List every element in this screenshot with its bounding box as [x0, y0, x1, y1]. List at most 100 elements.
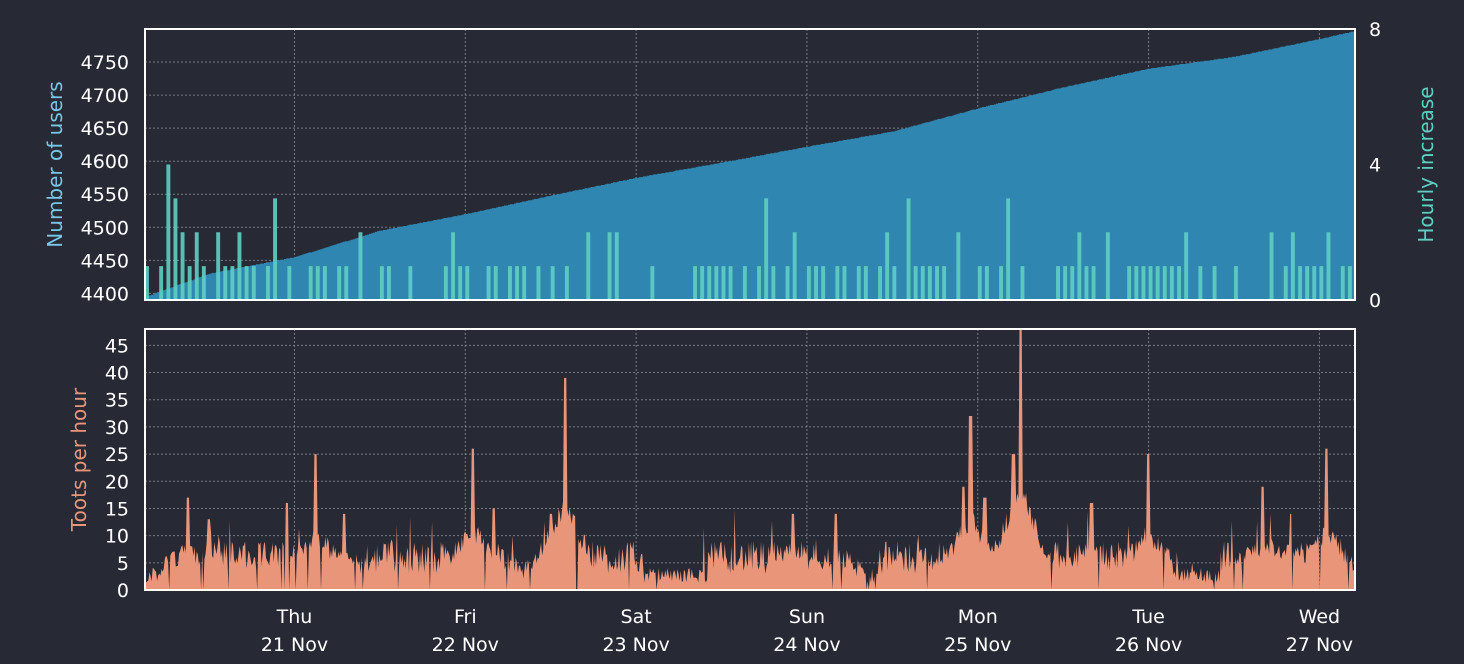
hourly-increase-bar: [742, 266, 747, 301]
users-y-tick-label: 4500: [81, 217, 129, 239]
hourly-increase-bar: [251, 266, 256, 301]
toots-y-tick-label: 30: [105, 417, 129, 439]
hourly-increase-bar: [913, 266, 918, 301]
hourly-increase-bar: [1020, 266, 1025, 301]
hourly-increase-bar: [693, 266, 698, 301]
hourly-increase-bar: [1063, 266, 1068, 301]
hourly-increase-bar: [536, 266, 541, 301]
toots-y-tick-label: 10: [105, 526, 129, 548]
x-tick-date-label: 25 Nov: [944, 634, 1011, 656]
toots-y-tick-label: 40: [105, 363, 129, 385]
hourly-increase-bar: [1212, 266, 1217, 301]
users-y-tick-label: 4650: [81, 118, 129, 140]
toots-panel: 0 5 10 15 20 25 30 35 40 45 Toots per hour: [67, 328, 1356, 602]
toots-plot-frame: [144, 328, 1356, 591]
hourly-increase-bar: [145, 266, 149, 301]
hourly-increase-bar: [714, 266, 719, 301]
users-y-tick-label: 4550: [81, 184, 129, 206]
toots-y-tick-label: 45: [105, 335, 129, 357]
hourly-increase-bar: [337, 266, 342, 301]
hourly-increase-bar: [906, 198, 911, 300]
hourly-increase-bar: [408, 266, 413, 301]
hourly-y-tick-label: 8: [1369, 19, 1381, 41]
hourly-increase-bar: [999, 266, 1004, 301]
hourly-y-tick-label: 0: [1369, 290, 1381, 312]
toots-y-tick-label: 35: [105, 390, 129, 412]
hourly-increase-bar: [707, 266, 712, 301]
hourly-increase-bar: [216, 232, 221, 301]
hourly-increase-bar: [173, 198, 178, 300]
hourly-increase-bar: [166, 164, 171, 300]
hourly-increase-bar: [287, 266, 292, 301]
hourly-increase-bar: [757, 266, 762, 301]
hourly-increase-bar: [771, 266, 776, 301]
hourly-increase-bar: [201, 266, 206, 301]
users-area-series: [145, 31, 1355, 300]
hourly-increase-bar: [458, 266, 463, 301]
hourly-increase-bar: [1198, 266, 1203, 301]
hourly-increase-bar: [1084, 266, 1089, 301]
users-y-axis-label: Number of users: [43, 81, 67, 247]
hourly-increase-bar: [187, 266, 192, 301]
hourly-increase-bar: [835, 266, 840, 301]
hourly-increase-bar: [1091, 266, 1096, 301]
hourly-y-axis-label: Hourly increase: [1414, 86, 1438, 242]
hourly-increase-bar: [1127, 266, 1132, 301]
x-tick-date-label: 23 Nov: [602, 634, 669, 656]
hourly-increase-bar: [315, 266, 320, 301]
hourly-increase-bar: [515, 266, 520, 301]
hourly-increase-bar: [508, 266, 512, 301]
hourly-increase-bar: [1077, 232, 1082, 301]
hourly-increase-bar: [308, 266, 313, 301]
hourly-increase-bar: [230, 266, 235, 301]
hourly-increase-bar: [1134, 266, 1139, 301]
hourly-increase-bar: [223, 266, 228, 301]
hourly-increase-bar: [1234, 266, 1238, 301]
hourly-increase-bar: [1347, 266, 1352, 301]
hourly-increase-bar: [806, 266, 811, 301]
hourly-increase-bar: [1177, 266, 1182, 301]
hourly-increase-bar: [451, 232, 456, 301]
hourly-increase-bar: [1326, 232, 1331, 301]
hourly-increase-bar: [785, 266, 790, 301]
hourly-increase-bar: [1162, 266, 1167, 301]
hourly-increase-bar: [1305, 266, 1310, 301]
toots-y-tick-label: 20: [105, 471, 129, 493]
hourly-increase-bar: [1298, 266, 1303, 301]
hourly-increase-bar: [920, 266, 925, 301]
hourly-increase-bar: [935, 266, 940, 301]
hourly-increase-bar: [1056, 266, 1061, 301]
hourly-increase-bar: [358, 232, 363, 301]
x-tick-date-label: 22 Nov: [432, 634, 499, 656]
hourly-increase-bar: [180, 232, 185, 301]
hourly-increase-bar: [856, 266, 861, 301]
users-y-tick-label: 4600: [81, 151, 129, 173]
hourly-increase-bar: [1283, 266, 1288, 301]
hourly-increase-bar: [1148, 266, 1153, 301]
x-tick-date-label: 26 Nov: [1115, 634, 1182, 656]
hourly-increase-bar: [700, 266, 705, 301]
hourly-increase-bar: [885, 232, 890, 301]
users-y-tick-label: 4700: [81, 85, 129, 107]
users-plot-frame: [144, 28, 1356, 301]
x-tick-day-label: Sat: [621, 606, 652, 628]
hourly-increase-bar: [977, 266, 982, 301]
hourly-increase-bar: [814, 266, 819, 301]
x-tick-date-label: 24 Nov: [773, 634, 840, 656]
hourly-increase-bar: [721, 266, 726, 301]
hourly-increase-bar: [493, 266, 498, 301]
users-y-tick-label: 4400: [81, 283, 129, 305]
hourly-increase-bar: [942, 266, 947, 301]
hourly-increase-bar: [586, 232, 591, 301]
hourly-increase-bar: [465, 266, 470, 301]
hourly-increase-bar: [792, 232, 797, 301]
hourly-increase-bar: [728, 266, 733, 301]
hourly-increase-bar: [550, 266, 555, 301]
hourly-increase-bar: [1312, 266, 1317, 301]
hourly-increase-bar: [842, 266, 847, 301]
hourly-increase-bar: [863, 266, 868, 301]
hourly-increase-bar: [956, 232, 961, 301]
users-y-tick-label: 4750: [81, 52, 129, 74]
